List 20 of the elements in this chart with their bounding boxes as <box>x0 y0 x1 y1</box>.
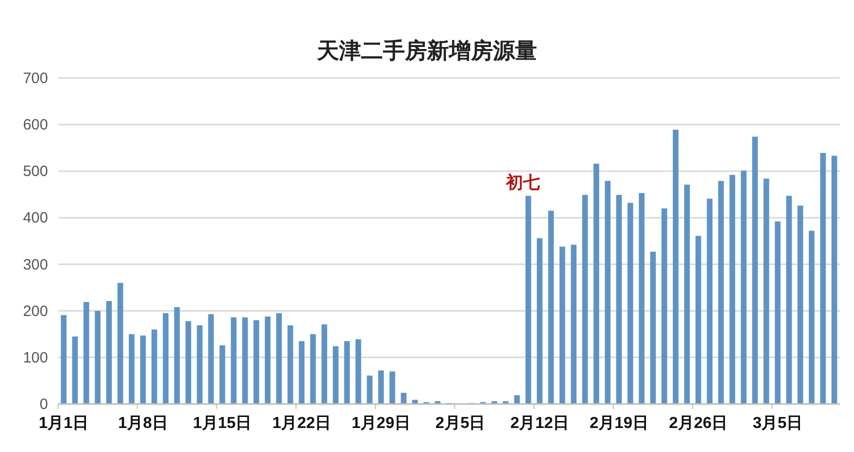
y-tick-label: 100 <box>22 349 48 366</box>
y-tick-label: 200 <box>22 302 48 320</box>
y-tick-label: 600 <box>22 116 48 134</box>
y-tick-label: 300 <box>22 256 48 274</box>
chart-title: 天津二手房新增房源量 <box>316 38 537 63</box>
y-tick-label: 500 <box>22 163 48 180</box>
annotation: 初七 <box>505 173 540 192</box>
y-tick-label: 0 <box>40 396 48 413</box>
x-tick-label: 2月12日 <box>510 415 570 432</box>
x-tick-label: 1月29日 <box>352 415 410 432</box>
x-tick-label: 3月5日 <box>752 415 803 432</box>
x-tick-label: 1月15日 <box>192 415 252 432</box>
x-tick-label: 1月1日 <box>38 415 89 432</box>
x-tick-label: 1月22日 <box>272 415 332 432</box>
y-tick-label: 400 <box>22 210 48 227</box>
y-tick-label: 700 <box>22 70 48 87</box>
x-tick-label: 2月19日 <box>590 415 648 432</box>
x-tick-label: 1月8日 <box>118 415 168 432</box>
x-tick-label: 2月26日 <box>668 415 728 432</box>
x-tick-label: 2月5日 <box>435 415 486 432</box>
